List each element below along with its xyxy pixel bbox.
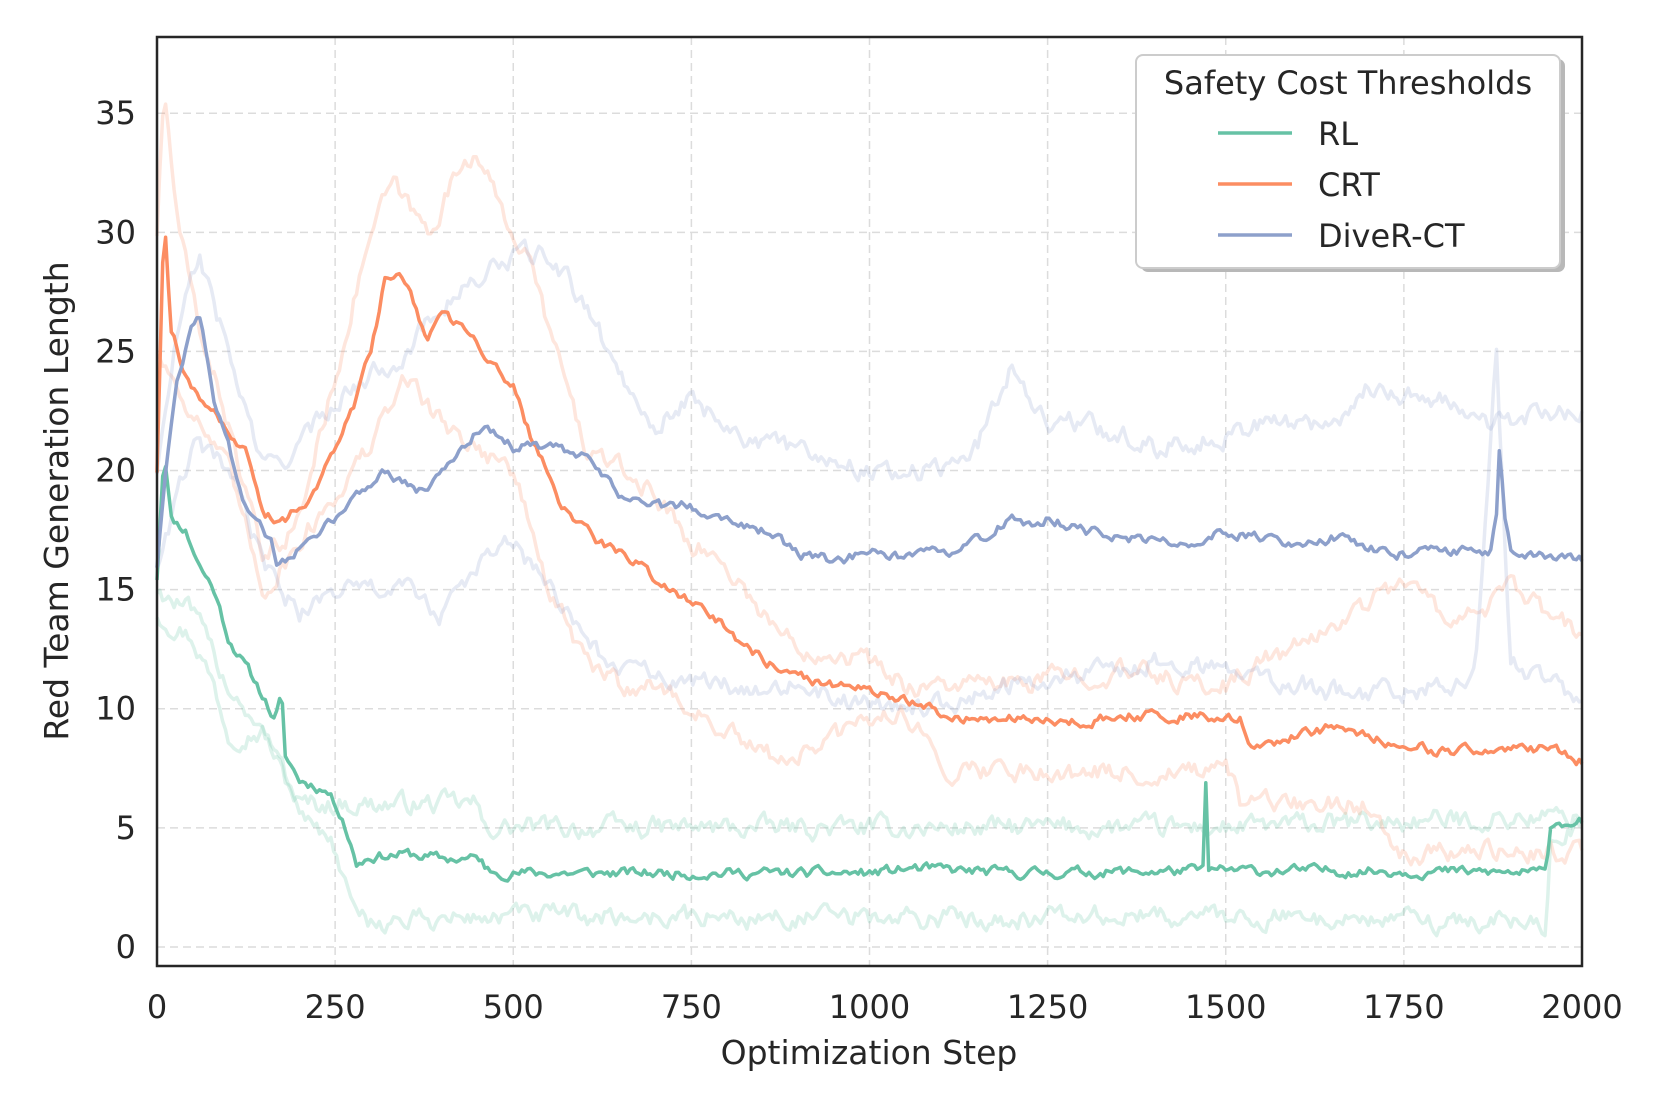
x-tick-label-500: 500 bbox=[483, 988, 544, 1026]
x-tick-label-2000: 2000 bbox=[1541, 988, 1622, 1026]
x-tick-label-1500: 1500 bbox=[1185, 988, 1266, 1026]
legend-label-crt: CRT bbox=[1318, 166, 1380, 204]
legend: Safety Cost Thresholds RL CRT DiveR-CT bbox=[1135, 54, 1565, 272]
series-rl-faint-run-1 bbox=[155, 616, 1584, 843]
y-tick-label-20: 20 bbox=[95, 452, 136, 490]
x-tick-label-1250: 1250 bbox=[1007, 988, 1088, 1026]
x-tick-label-750: 750 bbox=[661, 988, 722, 1026]
series-diver-ct-line bbox=[155, 315, 1584, 568]
y-tick-label-35: 35 bbox=[95, 94, 136, 132]
series-diver-ct-faint-run-1 bbox=[155, 238, 1584, 483]
series-crt-line bbox=[155, 235, 1584, 767]
plot-frame bbox=[155, 35, 1584, 968]
series-bands bbox=[155, 102, 1584, 938]
y-tick-label-5: 5 bbox=[116, 809, 136, 847]
x-tick-labels: 0 250 500 750 1000 1250 1500 1750 2000 bbox=[147, 988, 1623, 1026]
legend-title: Safety Cost Thresholds bbox=[1164, 64, 1532, 102]
series-rl-line bbox=[155, 464, 1584, 883]
series-crt-faint-run-1 bbox=[155, 102, 1583, 698]
x-axis-label: Optimization Step bbox=[721, 1033, 1018, 1072]
x-tick-label-1750: 1750 bbox=[1363, 988, 1444, 1026]
y-tick-label-0: 0 bbox=[116, 928, 136, 966]
y-tick-label-25: 25 bbox=[95, 332, 136, 370]
y-tick-labels: 0 5 10 15 20 25 30 35 bbox=[95, 94, 136, 966]
y-axis-label: Red Team Generation Length bbox=[37, 261, 76, 740]
series-diver-ct-faint-run-2 bbox=[155, 347, 1583, 718]
y-tick-label-30: 30 bbox=[95, 213, 136, 251]
series-rl-faint-run-2 bbox=[155, 588, 1584, 938]
x-tick-label-250: 250 bbox=[305, 988, 366, 1026]
series-crt-faint-run-2 bbox=[155, 353, 1584, 867]
x-tick-label-0: 0 bbox=[147, 988, 167, 1026]
legend-label-rl: RL bbox=[1318, 115, 1358, 153]
series-means bbox=[155, 235, 1584, 883]
y-tick-label-15: 15 bbox=[95, 571, 136, 609]
x-tick-label-1000: 1000 bbox=[829, 988, 910, 1026]
y-tick-label-10: 10 bbox=[95, 690, 136, 728]
legend-label-diver-ct: DiveR-CT bbox=[1318, 217, 1465, 255]
legend-box bbox=[1135, 54, 1561, 269]
